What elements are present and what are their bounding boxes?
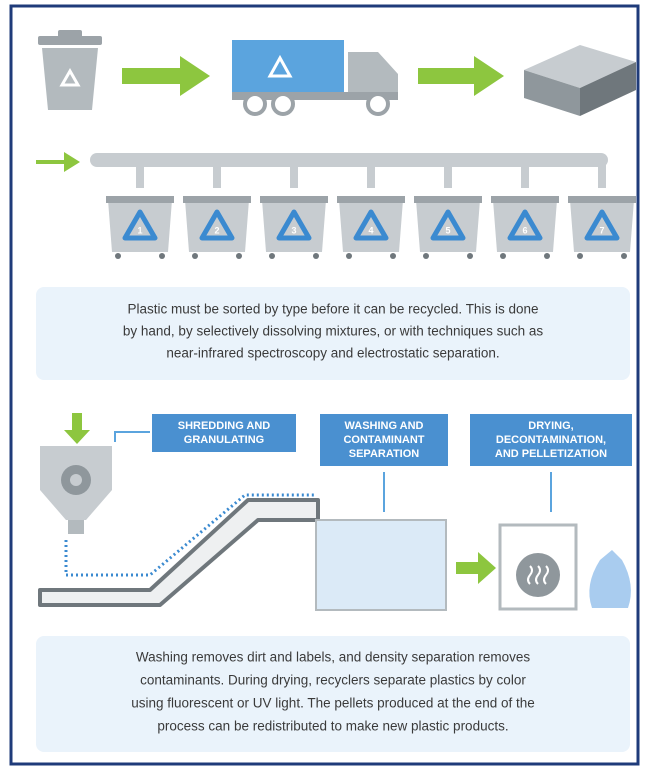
sorting-text: Plastic must be sorted by type before it…: [123, 302, 543, 361]
pipe-drop: [136, 160, 144, 188]
wheel: [577, 253, 583, 259]
wheel: [269, 253, 275, 259]
wheel: [236, 253, 242, 259]
step-label: AND PELLETIZATION: [495, 448, 607, 460]
wheel: [500, 253, 506, 259]
dryer: [500, 525, 576, 609]
bin-rim: [337, 196, 405, 203]
pipe-drop: [367, 160, 375, 188]
water-tank: [316, 520, 446, 610]
paragraph-line: by hand, by selectively dissolving mixtu…: [123, 324, 543, 339]
pipe-drop: [290, 160, 298, 188]
wheel: [621, 253, 627, 259]
bin-rim: [568, 196, 636, 203]
wheel: [115, 253, 121, 259]
bin-rim: [183, 196, 251, 203]
bin-rim: [414, 196, 482, 203]
bin-rim: [260, 196, 328, 203]
step-label: DRYING,: [528, 420, 573, 432]
step-label: SHREDDING AND: [178, 420, 271, 432]
pipe-drop: [444, 160, 452, 188]
pipe-drop: [598, 160, 606, 188]
bin-number: 2: [214, 225, 219, 235]
wheel: [423, 253, 429, 259]
paragraph-line: contaminants. During drying, recyclers s…: [140, 673, 526, 688]
wheel: [390, 253, 396, 259]
paragraph-line: Washing removes dirt and labels, and den…: [136, 650, 530, 665]
step-label: GRANULATING: [184, 434, 264, 446]
bin-rim: [491, 196, 559, 203]
trash-can: [38, 30, 102, 110]
bin-rim: [106, 196, 174, 203]
infographic: 1 2 3 4 5 6 7 Plastic must be sorted by type b…: [0, 0, 645, 770]
pipe-drop: [521, 160, 529, 188]
step-label: DECONTAMINATION,: [496, 434, 606, 446]
step-label: CONTAMINANT: [343, 434, 424, 446]
wheel: [159, 253, 165, 259]
bin-number: 6: [522, 225, 527, 235]
paragraph-line: Plastic must be sorted by type before it…: [128, 302, 539, 317]
bin-number: 4: [368, 225, 373, 235]
step-label: WASHING AND: [344, 420, 423, 432]
bin-number: 7: [599, 225, 604, 235]
step-label: SEPARATION: [349, 448, 420, 460]
wheel: [467, 253, 473, 259]
wheel: [346, 253, 352, 259]
wheel: [544, 253, 550, 259]
bin-number: 3: [291, 225, 296, 235]
bin-number: 5: [445, 225, 450, 235]
paragraph-line: near-infrared spectroscopy and electrost…: [166, 346, 499, 361]
bin-number: 1: [137, 225, 142, 235]
wheel: [192, 253, 198, 259]
pipe-drop: [213, 160, 221, 188]
paragraph-line: process can be redistributed to make new…: [157, 719, 508, 734]
paragraph-line: using fluorescent or UV light. The pelle…: [131, 696, 535, 711]
wheel: [313, 253, 319, 259]
